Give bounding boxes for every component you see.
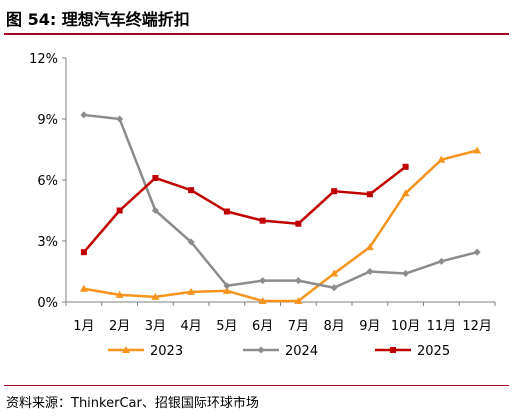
data-point-triangle	[258, 296, 267, 304]
data-point-diamond	[402, 270, 410, 278]
series-layer	[79, 111, 482, 304]
x-tick-label: 7月	[288, 319, 309, 334]
data-point-diamond	[330, 284, 338, 292]
y-tick-label: 9%	[37, 113, 58, 128]
data-point-diamond	[366, 268, 374, 275]
x-tick-label: 5月	[216, 319, 237, 334]
x-tick-label: 12月	[462, 319, 492, 334]
data-point-diamond	[437, 257, 445, 265]
series-line	[83, 149, 478, 303]
legend-item: 2023	[108, 344, 183, 359]
data-point-triangle	[122, 346, 130, 353]
data-point-triangle	[330, 269, 339, 277]
chart-axes	[62, 57, 496, 306]
data-point-square	[152, 174, 159, 181]
data-point-square	[223, 208, 230, 215]
data-point-square	[366, 191, 373, 198]
data-point-triangle	[473, 146, 482, 154]
data-point-triangle	[294, 296, 303, 304]
x-tick-label: 2月	[109, 319, 130, 334]
data-point-diamond	[80, 111, 88, 119]
legend-label: 2023	[150, 344, 183, 359]
data-point-triangle	[401, 189, 410, 197]
title-rule	[4, 33, 509, 35]
data-point-square	[331, 188, 338, 195]
legend-label: 2024	[285, 344, 318, 359]
data-point-square	[116, 207, 123, 214]
y-tick-label: 0%	[37, 296, 58, 311]
x-tick-label: 3月	[145, 319, 166, 334]
y-tick-labels: 0% 3% 6% 9% 12%	[29, 52, 58, 311]
x-tick-label: 4月	[180, 319, 201, 334]
data-point-diamond	[257, 346, 265, 354]
data-point-diamond	[294, 277, 302, 285]
data-point-diamond	[223, 282, 231, 290]
data-point-square	[390, 347, 396, 353]
series-line	[83, 113, 478, 290]
figure-title: 图 54: 理想汽车终端折扣	[6, 10, 190, 29]
x-tick-label: 6月	[252, 319, 273, 334]
data-point-square	[259, 217, 266, 224]
y-tick-label: 12%	[29, 52, 58, 67]
x-tick-label: 8月	[323, 319, 344, 334]
series-line	[82, 165, 407, 253]
data-point-triangle	[151, 292, 160, 300]
x-tick-label: 1月	[73, 319, 94, 334]
data-point-diamond	[116, 115, 124, 123]
data-point-square	[295, 220, 302, 227]
data-point-diamond	[187, 238, 195, 246]
x-tick-label: 9月	[359, 319, 380, 334]
y-tick-label: 6%	[37, 174, 58, 189]
y-tick-label: 3%	[37, 235, 58, 250]
data-point-triangle	[365, 243, 374, 251]
data-point-triangle	[79, 284, 88, 292]
data-point-diamond	[259, 277, 267, 285]
data-point-triangle	[222, 286, 231, 294]
series-2024	[80, 111, 481, 292]
data-point-triangle	[115, 290, 124, 298]
legend-item: 2025	[375, 344, 450, 359]
legend-item: 2024	[243, 344, 318, 359]
data-point-square	[188, 187, 195, 194]
data-point-square	[402, 163, 409, 170]
data-point-triangle	[187, 287, 196, 295]
data-point-square	[80, 249, 87, 256]
x-tick-label: 10月	[391, 319, 421, 334]
x-tick-label: 11月	[427, 319, 457, 334]
data-point-triangle	[437, 155, 446, 163]
x-tick-labels: 1月 2月 3月 4月 5月 6月 7月 8月 9月 10月 11月 12月	[73, 319, 492, 334]
legend-label: 2025	[417, 344, 450, 359]
series-2025	[80, 163, 409, 256]
data-point-diamond	[473, 248, 481, 256]
chart-legend: 2023 2024 2025	[108, 344, 450, 359]
data-point-diamond	[151, 207, 159, 214]
source-note: 资料来源：ThinkerCar、招银国际环球市场	[6, 396, 259, 411]
series-2023	[79, 146, 482, 304]
source-rule	[4, 385, 509, 386]
